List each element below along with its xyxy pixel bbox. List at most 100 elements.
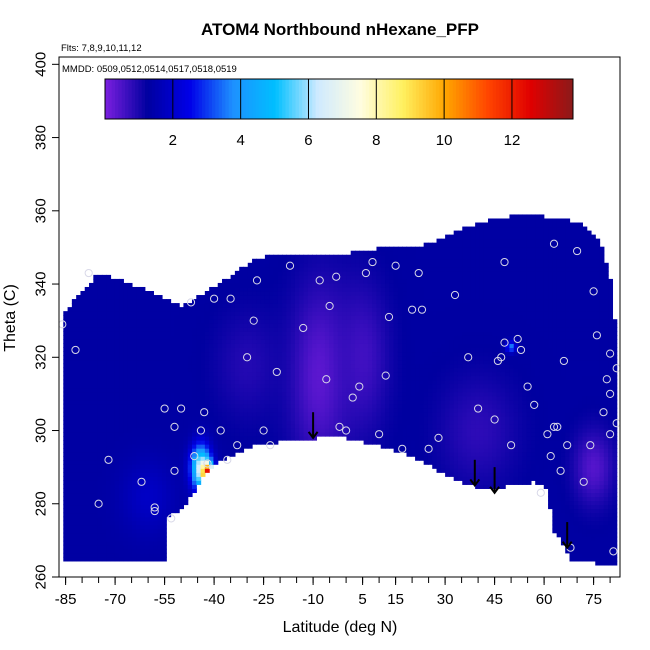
field-cell: [252, 286, 257, 292]
field-cell: [157, 415, 163, 421]
field-cell: [436, 266, 442, 272]
field-cell: [76, 395, 82, 401]
field-cell: [93, 399, 99, 405]
field-cell: [316, 387, 322, 393]
field-cell: [131, 311, 137, 316]
field-cell: [436, 303, 442, 308]
field-cell: [406, 311, 412, 316]
field-cell: [119, 476, 124, 481]
field-cell: [397, 286, 403, 292]
field-cell: [119, 282, 124, 288]
field-cell: [123, 351, 129, 357]
field-cell: [63, 315, 69, 320]
field-cell: [161, 548, 167, 554]
field-cell: [230, 291, 236, 296]
field-cell: [363, 307, 369, 312]
field-cell: [294, 403, 300, 409]
field-cell: [449, 387, 455, 393]
field-cell: [161, 500, 167, 506]
field-cell: [337, 295, 343, 300]
field-cell: [440, 299, 446, 304]
field-cell: [131, 359, 137, 365]
field-cell: [367, 254, 373, 260]
field-cell: [445, 315, 450, 320]
field-cell: [187, 327, 193, 332]
field-cell: [239, 331, 245, 336]
field-cell: [93, 395, 99, 401]
field-cell: [427, 278, 433, 284]
field-cell: [260, 339, 266, 344]
field-cell: [106, 520, 112, 526]
field-cell: [436, 427, 442, 433]
field-cell: [359, 355, 365, 361]
field-cell: [213, 456, 219, 461]
field-cell: [290, 286, 296, 292]
field-cell: [440, 436, 446, 441]
field-cell: [101, 472, 107, 477]
field-cell: [355, 383, 360, 389]
field-cell: [123, 391, 129, 397]
field-cell: [290, 311, 296, 316]
field-cell: [140, 444, 146, 449]
field-cell: [423, 242, 429, 248]
field-cell: [153, 383, 159, 389]
field-cell: [290, 436, 296, 441]
field-cell: [277, 278, 283, 284]
field-cell: [406, 258, 412, 264]
field-cell: [436, 351, 442, 357]
field-cell: [187, 464, 193, 469]
field-cell: [157, 496, 163, 502]
field-cell: [183, 419, 189, 425]
field-cell: [153, 468, 159, 473]
field-cell: [402, 363, 408, 369]
field-cell: [114, 524, 120, 530]
field-cell: [222, 291, 227, 296]
field-cell: [453, 415, 459, 421]
field-cell: [427, 460, 433, 465]
field-cell: [89, 500, 94, 506]
field-cell: [101, 456, 107, 461]
field-cell: [247, 311, 253, 316]
field-cell: [449, 456, 455, 461]
field-cell: [174, 339, 180, 344]
field-cell: [247, 383, 253, 389]
field-cell: [97, 476, 103, 481]
field-cell: [136, 399, 142, 405]
field-cell: [380, 359, 386, 365]
field-cell: [209, 431, 215, 437]
field-cell: [123, 520, 129, 526]
field-cell: [187, 395, 193, 401]
field-cell: [153, 431, 159, 437]
field-cell: [346, 355, 352, 361]
field-cell: [131, 516, 137, 522]
field-cell: [157, 315, 163, 320]
field-cell: [277, 419, 283, 425]
field-cell: [406, 335, 412, 340]
field-cell: [209, 387, 215, 393]
field-cell: [209, 427, 215, 433]
field-cell: [209, 327, 215, 332]
field-cell: [217, 335, 223, 340]
field-cell: [131, 528, 137, 534]
field-cell: [80, 532, 86, 538]
field-cell: [453, 291, 459, 296]
field-cell: [179, 456, 185, 461]
field-cell: [226, 282, 232, 288]
field-cell: [157, 524, 163, 530]
field-cell: [337, 383, 343, 389]
field-cell: [324, 278, 330, 284]
field-cell: [457, 335, 463, 340]
field-cell: [89, 299, 94, 304]
field-cell: [84, 440, 90, 445]
field-cell: [346, 343, 352, 348]
field-cell: [252, 427, 257, 433]
field-cell: [174, 456, 180, 461]
field-cell: [252, 291, 257, 296]
field-cell: [127, 359, 133, 365]
field-cell: [89, 291, 94, 296]
field-cell: [179, 504, 185, 510]
field-cell: [243, 303, 249, 308]
field-cell: [337, 270, 343, 276]
field-cell: [449, 472, 455, 477]
field-cell: [131, 532, 137, 538]
